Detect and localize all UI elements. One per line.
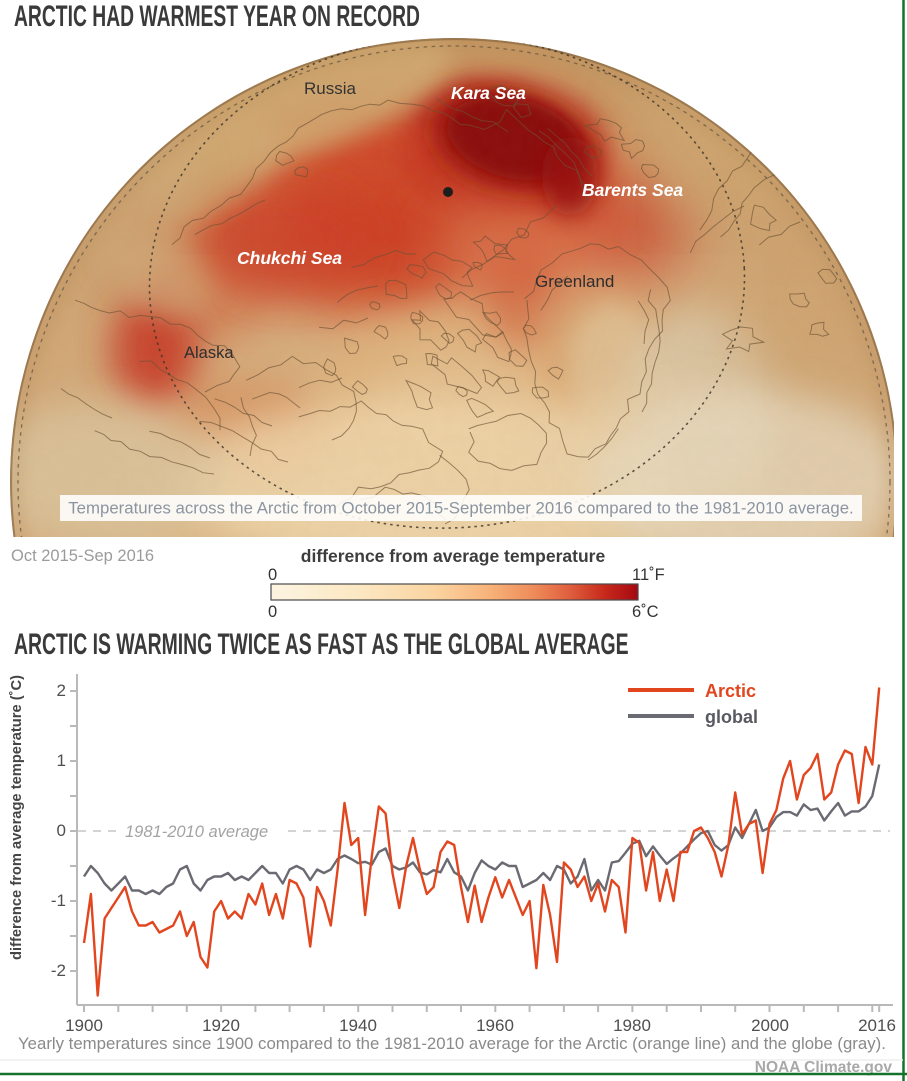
svg-text:ARCTIC IS WARMING TWICE AS FAS: ARCTIC IS WARMING TWICE AS FAST AS THE G… [14,628,629,661]
svg-text:1920: 1920 [202,1016,240,1035]
svg-text:difference from average temper: difference from average temperature [301,546,606,566]
svg-text:1980: 1980 [613,1016,651,1035]
svg-text:2016: 2016 [858,1016,896,1035]
svg-text:-1: -1 [51,891,66,910]
svg-text:Kara Sea: Kara Sea [451,83,526,103]
svg-text:0: 0 [268,603,277,621]
svg-text:6˚C: 6˚C [632,603,659,621]
svg-text:Greenland: Greenland [535,272,614,291]
svg-text:11˚F: 11˚F [632,566,665,584]
svg-text:1981-2010 average: 1981-2010 average [125,823,268,841]
svg-text:Oct 2015-Sep 2016: Oct 2015-Sep 2016 [11,547,154,565]
svg-text:Temperatures across the Arctic: Temperatures across the Arctic from Octo… [68,499,853,518]
svg-text:1900: 1900 [65,1016,103,1035]
svg-text:Alaska: Alaska [184,344,234,362]
svg-text:global: global [705,707,758,727]
svg-text:Yearly temperatures since 1900: Yearly temperatures since 1900 compared … [18,1034,886,1053]
svg-text:Barents Sea: Barents Sea [582,180,683,200]
svg-text:ARCTIC HAD WARMEST YEAR ON REC: ARCTIC HAD WARMEST YEAR ON RECORD [14,0,420,33]
svg-text:1940: 1940 [339,1016,377,1035]
svg-text:difference from average temper: difference from average temperature (˚C) [8,675,25,960]
svg-text:2000: 2000 [751,1016,789,1035]
svg-text:0: 0 [268,566,277,584]
svg-text:2: 2 [57,681,66,700]
svg-text:Russia: Russia [304,79,357,98]
svg-text:0: 0 [57,821,66,840]
svg-text:NOAA Climate.gov: NOAA Climate.gov [755,1059,893,1076]
svg-text:Chukchi Sea: Chukchi Sea [237,248,342,268]
svg-text:1960: 1960 [476,1016,514,1035]
svg-text:-2: -2 [51,961,66,980]
svg-text:1: 1 [57,751,66,770]
svg-text:Arctic: Arctic [705,681,756,701]
